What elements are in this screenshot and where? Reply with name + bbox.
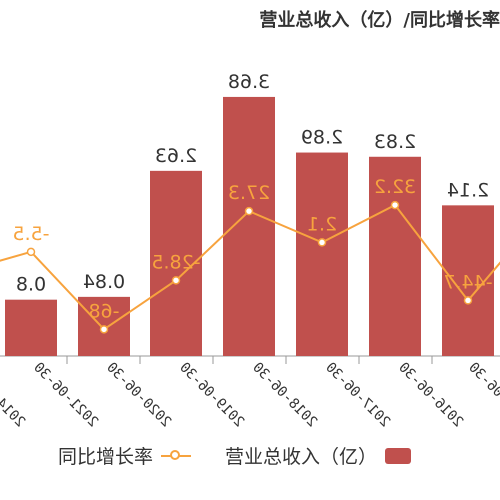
bar-value-label: 2.14 xyxy=(447,179,489,201)
x-tick-label: 2020-06-30 xyxy=(103,360,174,431)
legend: 同比增长率 营业总收入（亿） xyxy=(0,440,500,470)
x-tick-label: 2015-06-30 xyxy=(465,360,500,431)
line-point xyxy=(171,276,181,285)
x-tick-label: 2014-06-30 xyxy=(0,360,28,431)
line-point xyxy=(99,325,109,334)
bar xyxy=(369,156,421,356)
line-point xyxy=(244,206,254,216)
line-value-label: 32.2 xyxy=(374,176,416,198)
bar-value-label: 0.8 xyxy=(16,274,46,296)
legend-bar-swatch xyxy=(385,447,412,464)
line-point xyxy=(463,296,473,305)
bar xyxy=(296,152,348,356)
x-tick-label: 2016-06-30 xyxy=(395,360,466,431)
line-value-label: 27.3 xyxy=(228,182,270,204)
legend-item-revenue[interactable]: 营业总收入（亿） xyxy=(225,442,412,469)
bar-value-label: 2.89 xyxy=(301,127,343,149)
x-tick-label: 2017-06-30 xyxy=(322,360,393,431)
line-point xyxy=(317,238,327,247)
axis-title: 营业总收入（亿）/同比增长率 xyxy=(259,10,500,31)
line-value-label: -5.5 xyxy=(12,223,49,245)
x-tick-label: 2021-06-30 xyxy=(30,360,101,431)
bar-value-label: 3.68 xyxy=(228,71,270,93)
bar xyxy=(5,299,57,356)
x-tick-label: 2019-06-30 xyxy=(176,360,247,431)
line-value-label: -68 xyxy=(88,300,119,322)
line-value-label: -28.5 xyxy=(151,251,200,273)
legend-item-growth[interactable]: 同比增长率 xyxy=(58,442,192,469)
line-value-label: -44.7 xyxy=(443,271,492,293)
bar-value-label: 2.63 xyxy=(155,145,197,167)
line-point xyxy=(26,247,36,257)
legend-label-growth: 同比增长率 xyxy=(58,446,154,468)
bar-value-label: 0.84 xyxy=(83,271,125,293)
bar-value-label: 2.83 xyxy=(374,131,416,153)
legend-label-revenue: 营业总收入（亿） xyxy=(225,446,378,468)
line-value-label: 2.1 xyxy=(307,213,337,235)
bar xyxy=(223,96,275,356)
legend-line-marker xyxy=(161,448,192,464)
line-point xyxy=(390,200,400,210)
x-tick-label: 2018-06-30 xyxy=(249,360,320,431)
